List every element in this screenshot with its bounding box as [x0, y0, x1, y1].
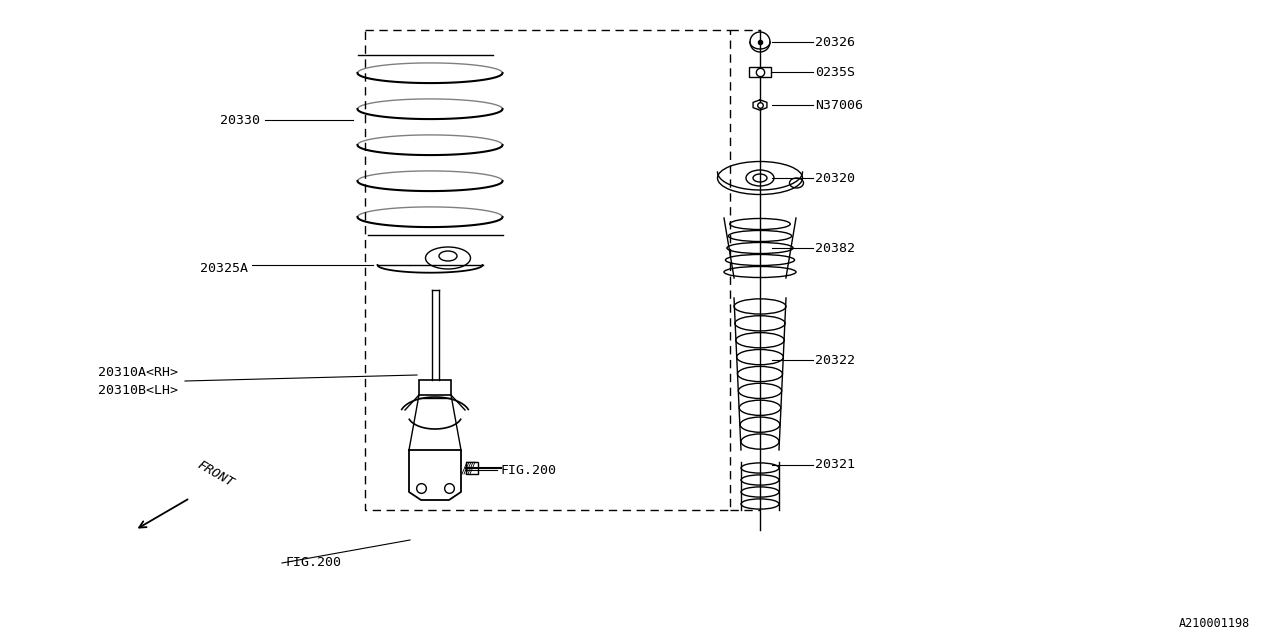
Bar [466, 462, 477, 474]
Text: 20321: 20321 [815, 458, 855, 472]
Bar [749, 67, 771, 77]
Text: N37006: N37006 [815, 99, 863, 111]
Text: 0235S: 0235S [815, 65, 855, 79]
Text: A210001198: A210001198 [1179, 617, 1251, 630]
Text: 20320: 20320 [815, 172, 855, 184]
Bar [419, 380, 451, 395]
Text: FIG.200: FIG.200 [500, 463, 556, 477]
Text: 20326: 20326 [815, 35, 855, 49]
Text: 20310B<LH>: 20310B<LH> [99, 383, 178, 397]
Text: 20382: 20382 [815, 241, 855, 255]
Text: 20325A: 20325A [200, 262, 248, 275]
Text: 20322: 20322 [815, 353, 855, 367]
Text: FIG.200: FIG.200 [285, 557, 340, 570]
Text: 20330: 20330 [220, 113, 260, 127]
Text: 20310A<RH>: 20310A<RH> [99, 365, 178, 378]
Text: FRONT: FRONT [195, 459, 236, 490]
